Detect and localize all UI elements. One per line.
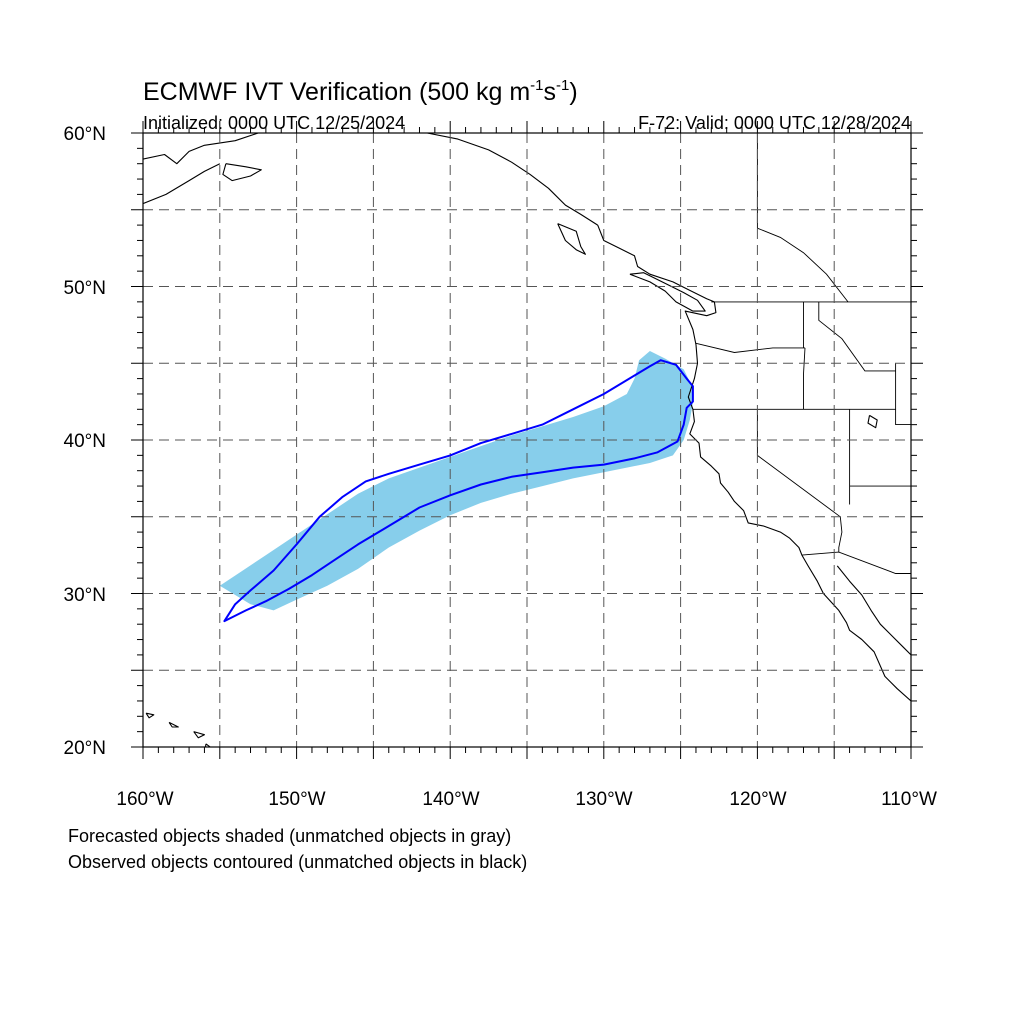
alaska-peninsula xyxy=(143,163,221,205)
lon-label-160w: 160°W xyxy=(116,789,173,810)
lat-label-60n: 60°N xyxy=(64,124,106,145)
lon-label-150w: 150°W xyxy=(268,789,325,810)
haida-gwaii xyxy=(557,223,586,255)
tick-layer xyxy=(131,121,923,759)
us-mexico-border xyxy=(801,551,911,574)
map-title: ECMWF IVT Verification (500 kg m-1s-1) xyxy=(143,77,578,106)
bc-coast xyxy=(597,224,715,303)
lon-axis-labels: 160°W 150°W 140°W 130°W 120°W 110°W xyxy=(116,789,937,810)
init-time-label: Initialized: 0000 UTC 12/25/2024 xyxy=(143,113,405,133)
oahu xyxy=(168,721,179,728)
az-ca-border xyxy=(838,516,843,553)
alaska-coast xyxy=(143,133,598,226)
lat-label-40n: 40°N xyxy=(64,431,106,452)
lon-label-140w: 140°W xyxy=(422,789,479,810)
lon-label-120w: 120°W xyxy=(729,789,786,810)
lat-label-20n: 20°N xyxy=(64,738,106,759)
valid-time-label: F-72: Valid: 0000 UTC 12/28/2024 xyxy=(638,113,911,133)
kauai xyxy=(145,712,155,719)
wa-or-border xyxy=(695,342,805,353)
lat-label-50n: 50°N xyxy=(64,278,106,299)
us-west-coast xyxy=(684,301,911,702)
forecast-layer xyxy=(219,351,693,611)
or-id-border xyxy=(803,347,806,410)
grid-layer xyxy=(143,133,911,747)
coastline-layer xyxy=(143,133,911,747)
kodiak-island xyxy=(222,163,262,182)
lon-label-130w: 130°W xyxy=(575,789,632,810)
caption-forecast: Forecasted objects shaded (unmatched obj… xyxy=(68,826,512,846)
forecast-ivt-object xyxy=(219,351,693,611)
observed-ivt-contour xyxy=(223,359,694,623)
vancouver-island xyxy=(629,272,706,312)
caption-observed: Observed objects contoured (unmatched ob… xyxy=(68,852,528,872)
bc-alberta-border xyxy=(756,133,849,303)
great-salt-lake xyxy=(867,414,878,429)
id-mt-border xyxy=(818,301,896,372)
gulf-of-california-east xyxy=(836,565,911,656)
lon-label-110w: 110°W xyxy=(881,789,937,810)
lat-label-30n: 30°N xyxy=(64,585,106,606)
maui xyxy=(193,731,205,739)
id-wy-border xyxy=(895,363,911,426)
observed-layer xyxy=(223,359,694,623)
lat-axis-labels: 60°N 50°N 40°N 30°N 20°N xyxy=(64,124,106,759)
